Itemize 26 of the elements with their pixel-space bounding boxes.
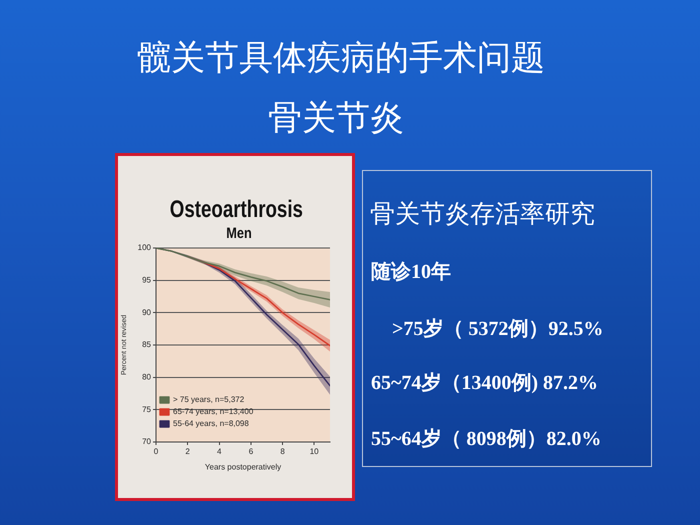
text: Men xyxy=(226,225,252,242)
y-tick-label: 75 xyxy=(142,404,152,414)
y-tick-label: 80 xyxy=(142,372,152,382)
x-tick-label: 0 xyxy=(154,447,159,456)
text: >75岁（ 5372例）92.5% xyxy=(392,317,604,342)
x-tick-label: 6 xyxy=(248,447,254,456)
chart-title: 髋关节具体疾病的手术问题 xyxy=(136,38,546,78)
x-axis-title: Years postoperatively xyxy=(204,462,282,472)
text: 65~74岁（13400例) 87.2% xyxy=(371,371,598,396)
x-tick-label: 2 xyxy=(185,447,190,456)
text: 55~64岁（ 8098例）82.0% xyxy=(371,427,602,452)
legend-label: > 75 years, n=5,372 xyxy=(173,395,245,404)
text: 随诊10年 xyxy=(371,260,451,285)
chart-subtitle: 骨关节炎 xyxy=(267,98,405,138)
text: Osteoarthrosis xyxy=(169,196,303,223)
legend-label: 65-74 years, n=13,400 xyxy=(173,407,254,416)
y-tick-label: 85 xyxy=(142,340,152,350)
x-tick-label: 8 xyxy=(280,447,286,456)
y-tick-label: 90 xyxy=(142,308,152,317)
y-tick-label: 95 xyxy=(142,276,152,285)
legend-label: 55-64 years, n=8,098 xyxy=(173,419,250,428)
x-tick-label: 10 xyxy=(310,447,320,456)
y-tick-label: 100 xyxy=(138,243,152,252)
x-tick-label: 4 xyxy=(217,447,222,456)
y-tick-label: 70 xyxy=(142,437,152,446)
text: 骨关节炎存活率研究 xyxy=(370,199,595,229)
